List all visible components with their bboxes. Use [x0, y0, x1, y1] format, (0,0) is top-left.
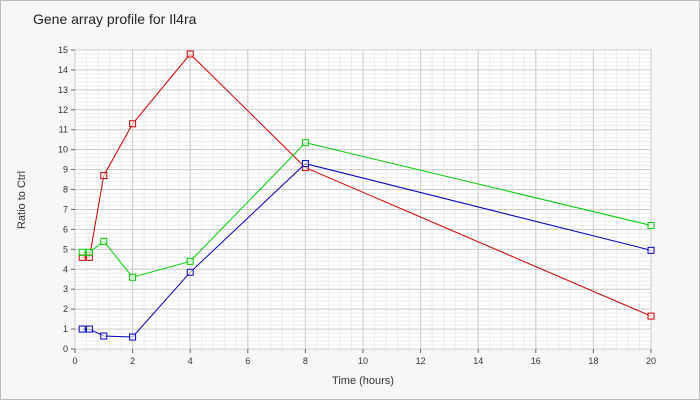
y-tick-label: 5	[63, 244, 68, 254]
y-tick-label: 3	[63, 284, 68, 294]
data-point	[301, 139, 309, 147]
x-tick-label: 8	[303, 356, 308, 366]
x-axis-label: Time (hours)	[332, 375, 394, 387]
x-tick-label: 4	[188, 356, 193, 366]
data-point	[129, 273, 137, 281]
y-tick-label: 14	[58, 65, 68, 75]
x-tick-label: 16	[531, 356, 541, 366]
data-point	[78, 325, 86, 333]
series-1	[78, 50, 655, 320]
x-tick-label: 2	[130, 356, 135, 366]
x-tick-label: 10	[358, 356, 368, 366]
x-tick-label: 6	[245, 356, 250, 366]
chart-title: Gene array profile for Il4ra	[33, 11, 197, 27]
data-point	[647, 246, 655, 254]
x-tick-label: 18	[588, 356, 598, 366]
y-tick-label: 4	[63, 264, 68, 274]
y-tick-label: 0	[63, 344, 68, 354]
y-tick-label: 13	[58, 85, 68, 95]
y-tick-label: 8	[63, 185, 68, 195]
y-tick-label: 9	[63, 165, 68, 175]
data-point	[186, 50, 194, 58]
y-tick-label: 6	[63, 224, 68, 234]
series-layer	[78, 50, 655, 341]
data-point	[100, 332, 108, 340]
data-point	[186, 268, 194, 276]
data-point	[647, 221, 655, 229]
y-axis-label: Ratio to Ctrl	[16, 171, 28, 229]
data-point	[78, 248, 86, 256]
data-point	[647, 312, 655, 320]
y-tick-label: 7	[63, 204, 68, 214]
y-tick-label: 11	[59, 125, 68, 135]
x-tick-label: 12	[416, 356, 426, 366]
data-point	[85, 248, 93, 256]
data-point	[100, 237, 108, 245]
y-tick-label: 12	[58, 105, 68, 115]
series-3	[78, 160, 655, 341]
data-point	[301, 160, 309, 168]
x-tick-label: 20	[646, 356, 656, 366]
data-point	[129, 120, 137, 128]
series-2	[78, 139, 655, 281]
data-point	[186, 257, 194, 265]
y-tick-label: 1	[63, 324, 68, 334]
y-tick-label: 10	[58, 145, 68, 155]
data-point	[100, 172, 108, 180]
x-tick-label: 14	[473, 356, 483, 366]
y-tick-label: 2	[63, 304, 68, 314]
major-grid	[74, 49, 652, 350]
x-tick-label: 0	[72, 356, 77, 366]
y-tick-label: 15	[58, 45, 68, 55]
data-point	[85, 325, 93, 333]
data-point	[129, 333, 137, 341]
